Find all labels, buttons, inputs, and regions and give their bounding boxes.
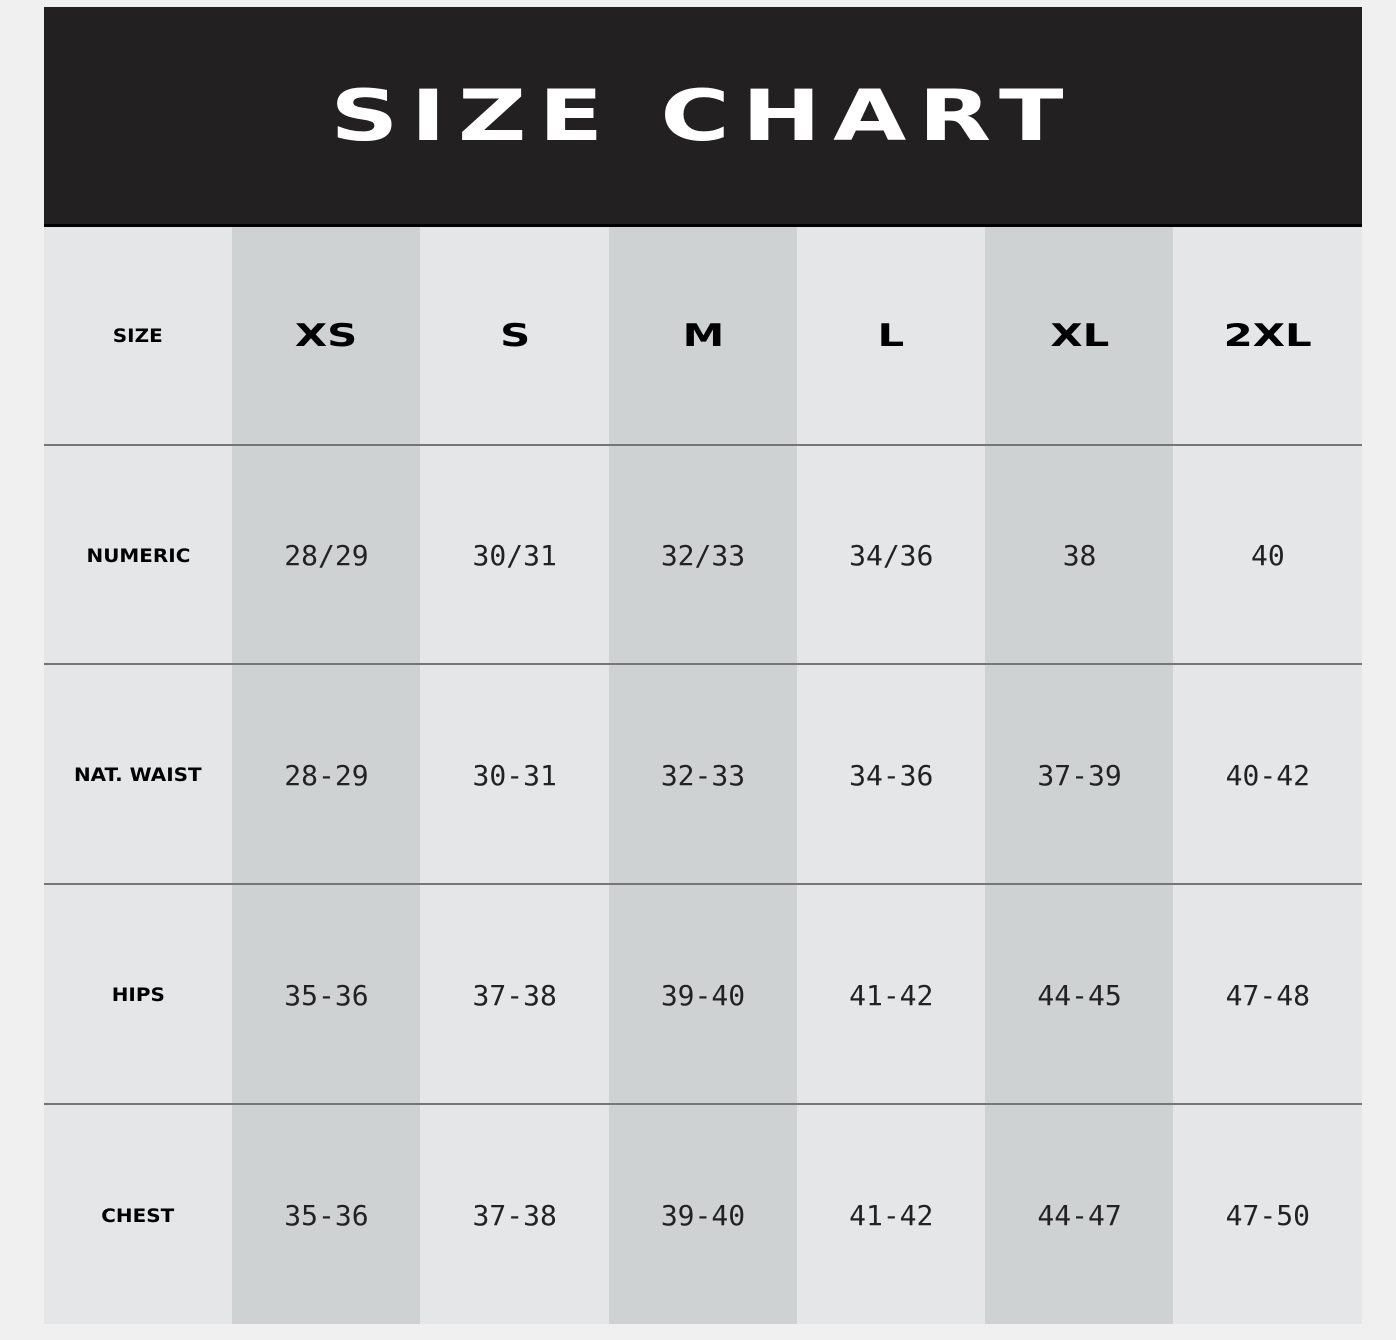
measurement-value: 41-42: [849, 978, 934, 1012]
row-label: CHEST: [101, 1204, 175, 1227]
measurement-value: 39-40: [660, 978, 746, 1012]
measurement-value: 34-36: [849, 758, 934, 792]
measurement-value: 28/29: [284, 539, 369, 572]
row-label: SIZE: [113, 325, 164, 347]
size-header: L: [877, 318, 905, 354]
row-label: NAT. WAIST: [74, 764, 202, 786]
title-banner: SIZE CHART: [44, 7, 1362, 227]
measurement-value: 37-38: [472, 1199, 557, 1232]
table-row: NAT. WAIST 28-29 30-31 32-33 34-36 37-39 40-42: [44, 663, 1362, 885]
size-header: 2XL: [1223, 318, 1312, 354]
measurement-value: 30-31: [472, 758, 557, 792]
size-chart: SIZE CHART SIZE XS S M L XL 2XL NUMERIC 2…: [44, 7, 1362, 1324]
row-label: HIPS: [111, 984, 165, 1006]
measurement-value: 47-50: [1225, 1199, 1310, 1232]
shaded-column-xs: [232, 227, 420, 1324]
shaded-column-xl: [985, 227, 1173, 1324]
measurement-value: 37-38: [472, 978, 557, 1012]
measurement-value: 32-33: [660, 758, 746, 792]
table-row: HIPS 35-36 37-38 39-40 41-42 44-45 47-48: [44, 883, 1362, 1105]
measurement-value: 34/36: [849, 539, 934, 572]
size-header: XL: [1050, 318, 1110, 354]
measurement-value: 35-36: [284, 1199, 369, 1232]
measurement-value: 41-42: [849, 1199, 934, 1232]
measurement-value: 37-39: [1037, 758, 1122, 792]
header-row: SIZE XS S M L XL 2XL: [44, 227, 1362, 445]
shaded-column-m: [609, 227, 797, 1324]
size-header: S: [499, 318, 530, 354]
measurement-value: 28-29: [284, 758, 369, 792]
measurement-value: 35-36: [284, 978, 369, 1012]
measurement-value: 44-45: [1037, 978, 1122, 1012]
size-header: XS: [295, 318, 358, 354]
measurement-value: 38: [1062, 539, 1097, 572]
measurement-value: 40: [1250, 539, 1285, 572]
measurement-value: 32/33: [660, 539, 746, 572]
row-label: NUMERIC: [86, 544, 191, 567]
measurement-value: 30/31: [472, 539, 557, 572]
table-row: NUMERIC 28/29 30/31 32/33 34/36 38 40: [44, 444, 1362, 665]
size-header: M: [682, 318, 724, 354]
table-row: CHEST 35-36 37-38 39-40 41-42 44-47 47-50: [44, 1103, 1362, 1326]
measurement-value: 44-47: [1037, 1199, 1122, 1232]
page-title: SIZE CHART: [330, 74, 1076, 157]
measurement-value: 40-42: [1225, 758, 1310, 792]
measurement-value: 47-48: [1225, 978, 1310, 1012]
measurement-value: 39-40: [660, 1199, 746, 1232]
